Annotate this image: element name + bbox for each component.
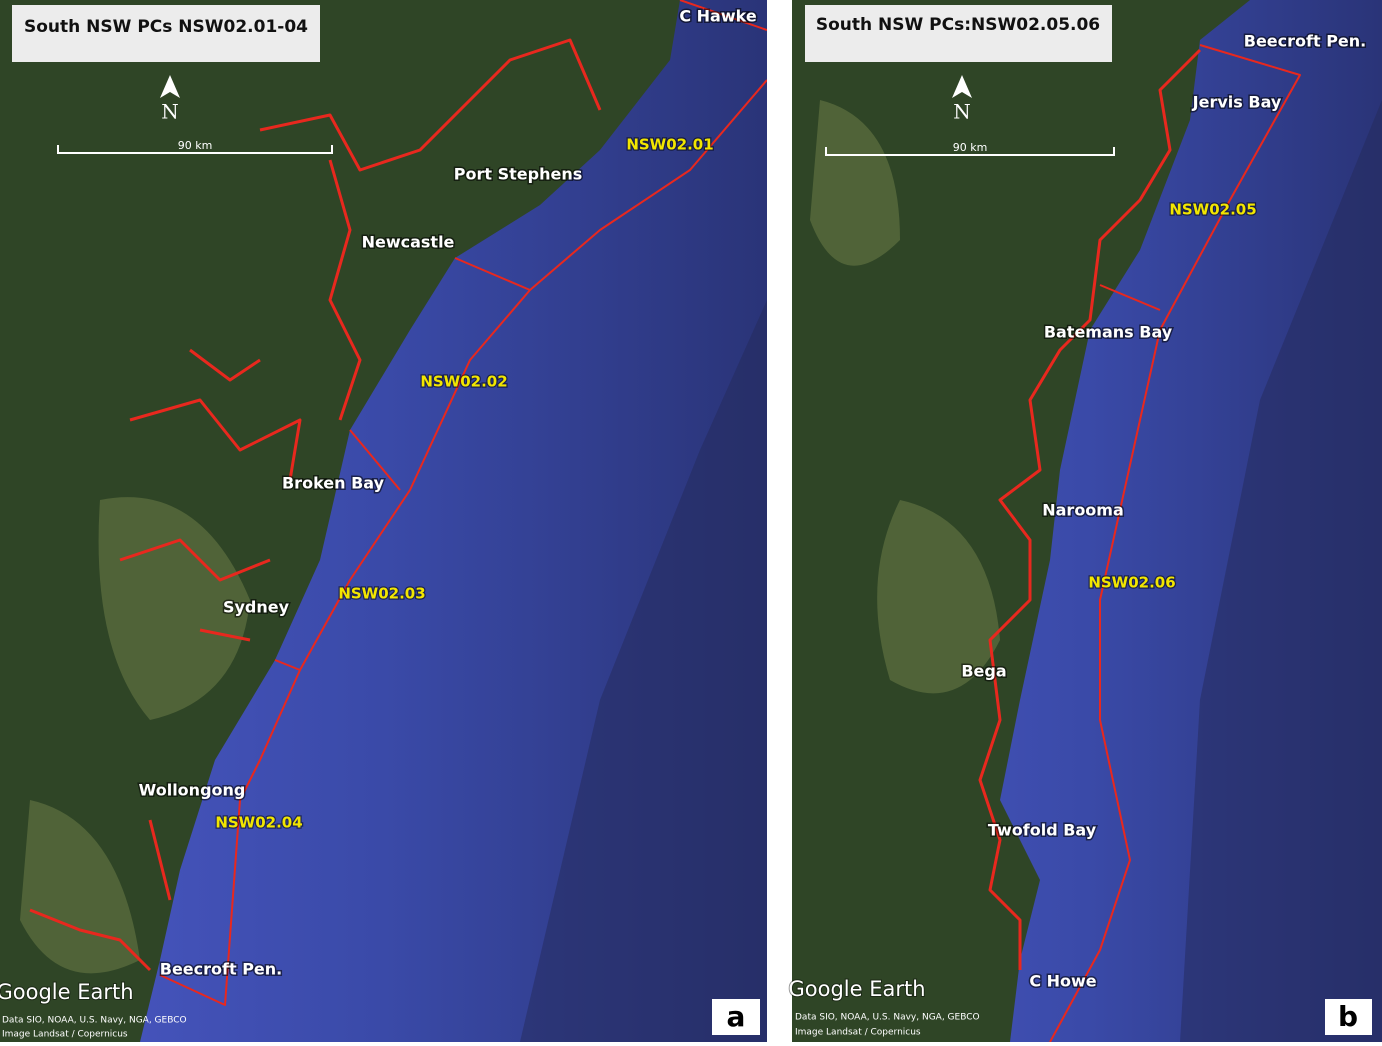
credit: Image Landsat / Copernicus bbox=[795, 1028, 921, 1038]
title-box bbox=[805, 5, 1112, 62]
coastline-detail bbox=[978, 48, 1202, 970]
scale-label: 90 km bbox=[953, 141, 988, 154]
panel-a bbox=[0, 0, 767, 1042]
place-label: Sydney bbox=[223, 598, 290, 617]
place-label: Batemans Bay bbox=[1044, 323, 1173, 342]
place-label: Port Stephens bbox=[454, 165, 582, 184]
region-label: NSW02.06 bbox=[1088, 574, 1175, 592]
region-label: NSW02.04 bbox=[215, 814, 302, 832]
credit: Data SIO, NOAA, U.S. Navy, NGA, GEBCO bbox=[2, 1016, 187, 1026]
north-label: N bbox=[161, 100, 179, 124]
brand: Google Earth bbox=[0, 980, 134, 1004]
place-label: Narooma bbox=[1042, 501, 1124, 520]
credit: Data SIO, NOAA, U.S. Navy, NGA, GEBCO bbox=[795, 1013, 980, 1023]
region-label: NSW02.02 bbox=[420, 373, 507, 391]
scale-bar bbox=[57, 145, 333, 154]
coastline-detail bbox=[29, 38, 602, 972]
land-texture bbox=[20, 497, 250, 974]
place-label: Bega bbox=[961, 662, 1006, 681]
place-label: Twofold Bay bbox=[988, 821, 1097, 840]
panel-b bbox=[792, 0, 1382, 1042]
north-arrow bbox=[160, 75, 180, 98]
place-label: C Howe bbox=[1029, 972, 1096, 991]
panel-letter: b bbox=[1338, 1000, 1358, 1033]
region-label: NSW02.05 bbox=[1169, 201, 1256, 219]
panel-title: South NSW PCs NSW02.01-04 bbox=[24, 17, 308, 37]
place-label: Wollongong bbox=[139, 781, 246, 800]
region-label: NSW02.03 bbox=[338, 585, 425, 603]
scale-bar bbox=[825, 147, 1115, 156]
panel-title: South NSW PCs:NSW02.05.06 bbox=[816, 15, 1100, 35]
credit: Image Landsat / Copernicus bbox=[2, 1030, 128, 1040]
letter-box bbox=[712, 999, 760, 1035]
land-texture bbox=[810, 100, 1000, 694]
boundary bbox=[1049, 44, 1301, 1042]
north-arrow bbox=[952, 75, 972, 98]
panel-letter: a bbox=[727, 1000, 746, 1033]
place-label: Jervis Bay bbox=[1192, 93, 1282, 112]
scale-label: 90 km bbox=[178, 139, 213, 152]
boundary bbox=[159, 0, 767, 1006]
brand: Google Earth bbox=[788, 977, 925, 1001]
land bbox=[792, 0, 1250, 1042]
letter-box bbox=[1325, 999, 1372, 1035]
place-label: Broken Bay bbox=[282, 474, 385, 493]
place-label: Newcastle bbox=[362, 233, 455, 252]
title-box bbox=[12, 5, 320, 62]
place-label: Beecroft Pen. bbox=[160, 960, 283, 979]
ocean-shade bbox=[520, 300, 767, 1042]
region-label: NSW02.01 bbox=[626, 136, 713, 154]
land bbox=[0, 0, 680, 1042]
north-label: N bbox=[953, 100, 971, 124]
place-label: C Hawke bbox=[679, 7, 756, 26]
ocean-shade bbox=[1180, 100, 1382, 1042]
place-label: Beecroft Pen. bbox=[1244, 32, 1367, 51]
